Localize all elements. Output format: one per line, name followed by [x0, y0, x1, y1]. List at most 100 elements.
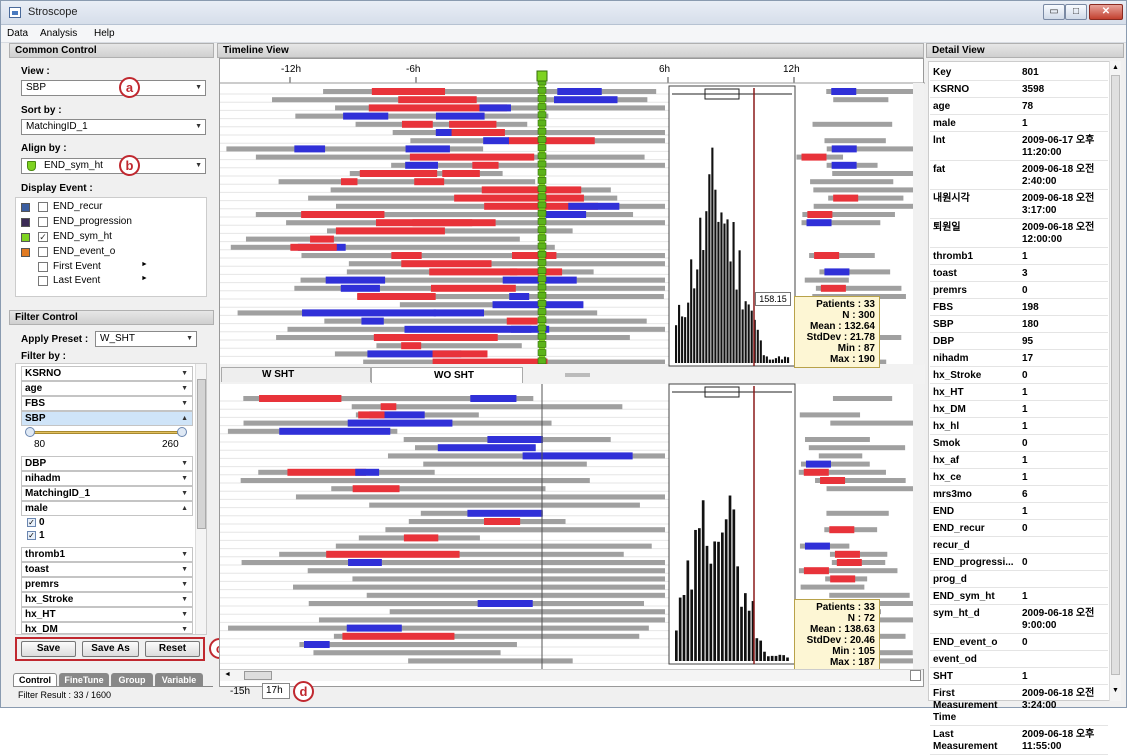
align-marker — [537, 267, 547, 274]
minimize-button[interactable]: ▭ — [1043, 4, 1065, 20]
filter-row-sbp[interactable]: SBP ▲ — [21, 411, 193, 426]
filter-label: DBP — [25, 458, 47, 469]
axis-tick: 6h — [659, 64, 671, 75]
histogram-bar — [744, 301, 747, 363]
filter-row-nihadm[interactable]: nihadm ▼ — [21, 471, 193, 486]
filter-row-hx-stroke[interactable]: hx_Stroke ▼ — [21, 592, 193, 607]
scroll-thumb[interactable] — [1111, 75, 1120, 675]
slider-min-handle[interactable] — [25, 427, 35, 437]
value-band — [545, 211, 587, 218]
scroll-thumb[interactable] — [244, 671, 272, 680]
value-band — [568, 202, 620, 210]
patient-row-bar — [293, 584, 665, 590]
filter-label: thromb1 — [25, 549, 65, 560]
timeline-hscrollbar[interactable]: ◄ — [220, 669, 923, 681]
detail-key: END — [933, 506, 955, 517]
value-band — [477, 600, 533, 607]
filter-scrollbar[interactable] — [195, 364, 206, 634]
patient-row-bar — [226, 146, 484, 152]
maximize-button[interactable]: □ — [1065, 4, 1087, 20]
filter-row-age[interactable]: age ▼ — [21, 381, 193, 396]
cursor-value-tooltip: 158.15 — [755, 292, 791, 306]
value-band — [405, 145, 450, 153]
chart-toggle-icon[interactable] — [910, 670, 921, 681]
detail-row: 내원시각 2009-06-18 오전 3:17:00 — [930, 191, 1108, 219]
preset-select[interactable]: W_SHT ▼ — [95, 331, 197, 347]
tab-variable[interactable]: Variable — [155, 673, 203, 686]
event-checkbox-checked[interactable]: ✓ — [38, 232, 48, 242]
align-select[interactable]: END_sym_ht ▼ — [21, 158, 206, 174]
chevron-down-icon: ▼ — [181, 551, 188, 558]
filter-row-fbs[interactable]: FBS ▼ — [21, 396, 193, 411]
value-band — [820, 477, 846, 484]
value-band — [449, 120, 497, 128]
detail-row: age 78 — [930, 99, 1108, 115]
tab-finetune[interactable]: FineTune — [59, 673, 109, 686]
range-end-input[interactable]: 17h — [262, 683, 290, 699]
value-band — [340, 178, 358, 186]
timeline-svg[interactable] — [220, 59, 925, 688]
filter-row-ksrno[interactable]: KSRNO ▼ — [21, 366, 193, 381]
chevron-down-icon: ▼ — [181, 370, 188, 377]
tab-w-sht[interactable]: W SHT — [221, 367, 371, 382]
menu-bar: Data Analysis Help — [1, 25, 1126, 43]
value-band — [259, 395, 342, 402]
histogram-bar — [756, 329, 759, 363]
view-select[interactable]: SBP ▼ — [21, 80, 206, 96]
histogram-bar — [705, 545, 709, 661]
histogram-bar — [763, 651, 766, 661]
detail-row: toast 3 — [930, 266, 1108, 282]
color-swatch — [21, 233, 30, 242]
detail-row: hx_ce 1 — [930, 470, 1108, 486]
scroll-left-icon[interactable]: ◄ — [224, 671, 231, 678]
filter-label: hx_HT — [25, 609, 56, 620]
align-marker — [537, 185, 547, 192]
filter-label: toast — [25, 564, 49, 575]
filter-row-toast[interactable]: toast ▼ — [21, 562, 193, 577]
filter-row-premrs[interactable]: premrs ▼ — [21, 577, 193, 592]
value-band — [814, 252, 840, 259]
patient-row-bar — [812, 121, 893, 127]
menu-help[interactable]: Help — [94, 28, 115, 39]
male-0-checkbox[interactable]: ✓ — [27, 518, 36, 527]
filter-row-dbp[interactable]: DBP ▼ — [21, 456, 193, 471]
event-checkbox[interactable] — [38, 262, 48, 272]
patient-row-bar — [423, 461, 587, 467]
tab-wo-sht[interactable]: WO SHT — [371, 367, 523, 383]
event-checkbox[interactable] — [38, 217, 48, 227]
align-marker — [537, 168, 547, 176]
scroll-down-icon[interactable]: ▼ — [1112, 687, 1119, 694]
menu-analysis[interactable]: Analysis — [40, 28, 78, 39]
scroll-thumb[interactable] — [197, 379, 206, 529]
save-as-button[interactable]: Save As — [82, 641, 139, 657]
filter-row-matchingid[interactable]: MatchingID_1 ▼ — [21, 486, 193, 501]
value-band — [801, 153, 827, 161]
tab-control[interactable]: Control — [13, 673, 57, 686]
value-band — [831, 145, 857, 153]
event-checkbox[interactable] — [38, 276, 48, 286]
scroll-up-icon[interactable]: ▲ — [1112, 64, 1119, 71]
filter-row-hx-dm[interactable]: hx_DM ▼ — [21, 622, 193, 635]
patient-row-bar — [348, 261, 665, 267]
detail-value: 1 — [1022, 387, 1028, 398]
reset-button[interactable]: Reset — [145, 641, 200, 657]
filter-label: KSRNO — [25, 368, 62, 379]
tab-group[interactable]: Group — [111, 673, 153, 686]
filter-row-male[interactable]: male ▲ — [21, 501, 193, 516]
sort-select[interactable]: MatchingID_1 ▼ — [21, 119, 206, 135]
slider-max-handle[interactable] — [177, 427, 187, 437]
histogram-bar — [698, 528, 701, 661]
value-band — [340, 284, 380, 292]
filter-row-thromb1[interactable]: thromb1 ▼ — [21, 547, 193, 562]
menu-data[interactable]: Data — [7, 28, 29, 39]
filter-row-hx-ht[interactable]: hx_HT ▼ — [21, 607, 193, 622]
event-checkbox[interactable] — [38, 247, 48, 257]
detail-scrollbar[interactable]: ▲ ▼ — [1109, 61, 1121, 701]
save-button[interactable]: Save — [21, 641, 76, 657]
sbp-range-slider[interactable] — [29, 431, 183, 434]
male-1-checkbox[interactable]: ✓ — [27, 531, 36, 540]
patient-row-bar — [800, 461, 870, 467]
event-checkbox[interactable] — [38, 202, 48, 212]
detail-key: lnt — [933, 135, 946, 146]
close-button[interactable]: ✕ — [1089, 4, 1123, 20]
